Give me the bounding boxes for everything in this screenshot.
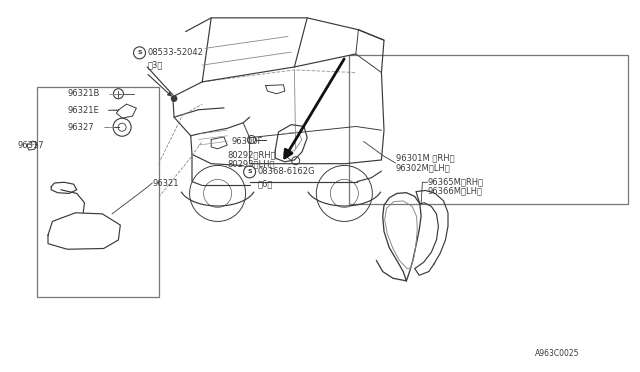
Text: 96321E: 96321E [68,106,100,115]
Text: 96321B: 96321B [68,89,100,98]
Text: 〈3〉: 〈3〉 [148,60,163,69]
Text: 96366M〈LH〉: 96366M〈LH〉 [428,186,483,195]
Text: 96321: 96321 [152,179,179,187]
Text: S: S [137,50,142,55]
Bar [349,55,628,204]
Text: S: S [247,169,252,174]
Text: 〈6〉: 〈6〉 [258,179,273,188]
Circle shape [171,96,177,102]
Text: 96317: 96317 [18,141,45,150]
Text: 96365M〈RH〉: 96365M〈RH〉 [428,177,484,186]
Text: 08368-6162G: 08368-6162G [258,167,315,176]
Bar [37,87,159,297]
Text: 96301M 〈RH〉: 96301M 〈RH〉 [396,154,454,163]
Text: 96300F: 96300F [232,137,263,146]
Text: 96302M〈LH〉: 96302M〈LH〉 [396,163,451,172]
Text: 96327: 96327 [68,123,95,132]
Text: A963C0025: A963C0025 [535,349,580,358]
Text: 08533-52042: 08533-52042 [148,48,204,57]
Text: 80292〈RH〉: 80292〈RH〉 [227,150,276,159]
Text: 80293〈LH〉: 80293〈LH〉 [227,159,275,168]
